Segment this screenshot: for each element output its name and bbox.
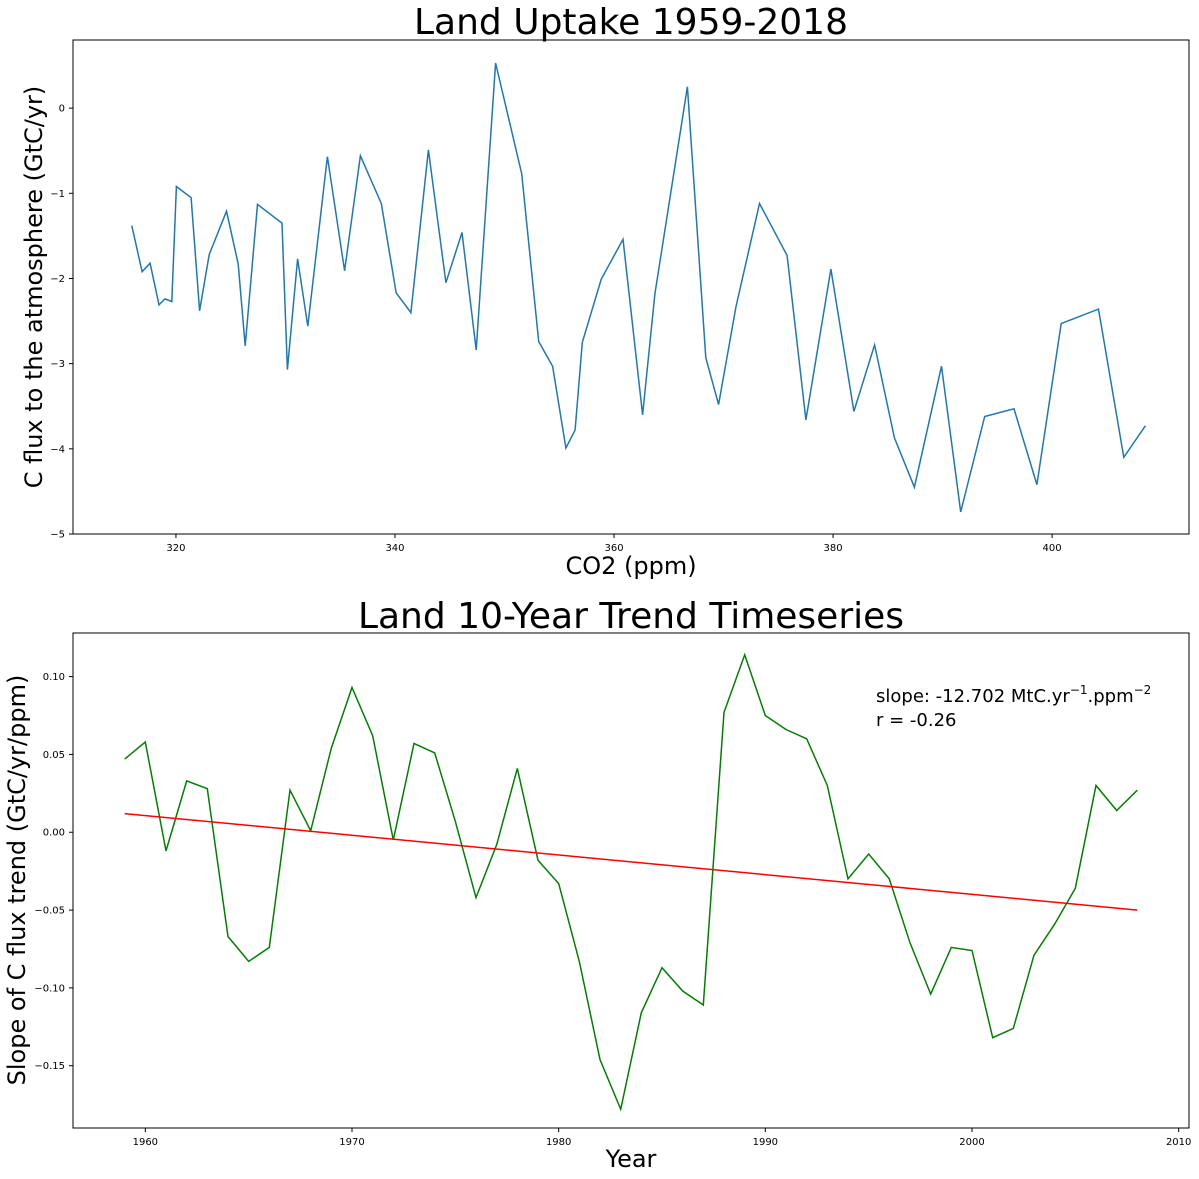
x-tick-label: 400: [1043, 543, 1062, 554]
series-lines: [131, 62, 1147, 513]
y-tick-label: −0.15: [34, 1061, 65, 1072]
x-tick-label: 1980: [546, 1137, 571, 1148]
series-line-0: [124, 652, 1138, 1112]
y-tick-label: 0.00: [43, 828, 65, 839]
plot-area: [72, 632, 1190, 1129]
y-tick-label: −0.10: [34, 983, 65, 994]
y-tick-label: −5: [50, 530, 65, 541]
y-tick-label: −3: [50, 359, 65, 370]
y-tick-label: −0.05: [34, 906, 65, 917]
series-lines: [124, 652, 1138, 1112]
x-tick-label: 2000: [959, 1137, 984, 1148]
chart-title: Land 10-Year Trend Timeseries: [358, 596, 904, 637]
y-tick-label: −1: [50, 189, 65, 200]
x-tick-label: 360: [604, 543, 623, 554]
slope-mid: .ppm: [1088, 686, 1134, 707]
x-tick-label: 2010: [1166, 1137, 1191, 1148]
trend-annotation-slope: slope: -12.702 MtC.yr−1.ppm−2: [876, 683, 1151, 707]
y-tick-label: −2: [50, 274, 65, 285]
y-tick-label: 0.05: [43, 750, 65, 761]
chart-title: Land Uptake 1959-2018: [414, 2, 848, 43]
y-tick-label: 0: [59, 104, 65, 115]
x-tick-label: 1960: [133, 1137, 158, 1148]
y-ticks: −5 −4 −3 −2 −1 0: [50, 104, 73, 541]
series-line-1: [124, 812, 1138, 911]
x-ticks: 1960 1970 1980 1990 2000 2010: [133, 1128, 1191, 1148]
slope-superscript-1: −1: [1070, 683, 1088, 697]
trend-annotation-r: r = -0.26: [876, 710, 957, 731]
land-trend-chart: Land 10-Year Trend Timeseries 1960 1970 19…: [3, 596, 1191, 1173]
y-tick-label: 0.10: [43, 672, 65, 683]
slope-superscript-2: −2: [1134, 683, 1152, 697]
x-tick-label: 1970: [339, 1137, 364, 1148]
x-tick-label: 320: [166, 543, 185, 554]
land-uptake-chart: Land Uptake 1959-2018 320 340 360 380 400 −5…: [20, 2, 1190, 580]
x-ticks: 320 340 360 380 400: [166, 534, 1062, 554]
y-tick-label: −4: [50, 444, 65, 455]
x-tick-label: 380: [824, 543, 843, 554]
series-line-0: [131, 62, 1147, 513]
slope-prefix: slope: -12.702 MtC.yr: [876, 686, 1070, 707]
y-ticks: −0.15 −0.10 −0.05 0.00 0.05 0.10: [34, 672, 73, 1072]
plot-area: [72, 39, 1190, 535]
y-axis-label: C flux to the atmosphere (GtC/yr): [20, 86, 48, 489]
x-axis-label: Year: [605, 1145, 657, 1173]
x-tick-label: 340: [385, 543, 404, 554]
x-tick-label: 1990: [753, 1137, 778, 1148]
y-axis-label: Slope of C flux trend (GtC/yr/ppm): [3, 675, 31, 1086]
x-axis-label: CO2 (ppm): [565, 552, 696, 580]
